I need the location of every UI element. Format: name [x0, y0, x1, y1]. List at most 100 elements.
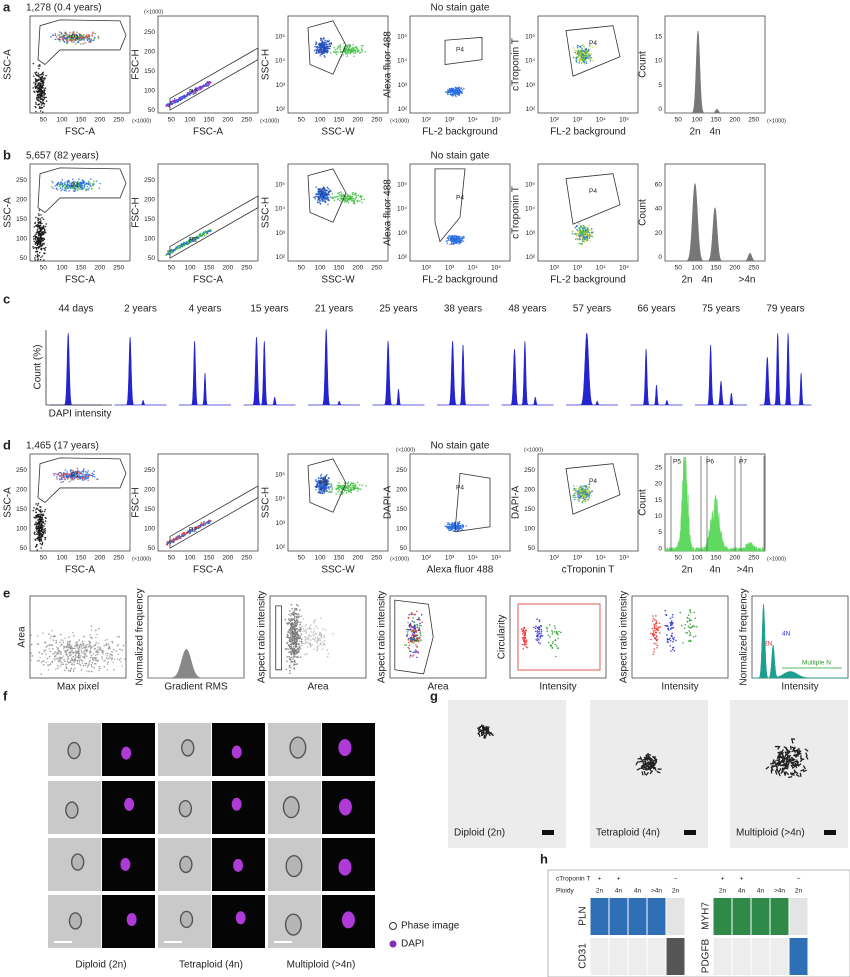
dot — [356, 490, 359, 492]
dot — [38, 218, 40, 220]
dot — [38, 533, 41, 536]
dot — [78, 663, 80, 665]
dot — [79, 34, 82, 36]
dot — [40, 80, 43, 82]
gate-label: P2 — [189, 236, 197, 243]
dot — [35, 523, 37, 525]
dot — [111, 658, 113, 661]
dot — [65, 187, 67, 190]
dot — [204, 523, 207, 526]
dot — [66, 39, 69, 41]
dot — [72, 670, 75, 673]
dot — [319, 475, 322, 477]
y-tick-label: 250 — [144, 467, 155, 474]
y-tick-label: 10³ — [398, 230, 408, 237]
dot — [39, 539, 42, 541]
plot-frame — [409, 453, 511, 552]
y-tick-label: 0 — [658, 545, 662, 552]
dot — [341, 195, 344, 197]
dot — [93, 37, 96, 40]
dot — [589, 58, 592, 61]
dot — [46, 657, 49, 660]
dot — [81, 662, 84, 665]
age-label: 4 years — [189, 304, 222, 315]
dot — [44, 532, 47, 534]
dot — [176, 247, 179, 249]
y-tick-label: 150 — [524, 506, 535, 513]
dot — [315, 42, 318, 45]
x-tick-label: 100 — [57, 265, 68, 272]
dot — [76, 189, 79, 192]
dot — [60, 653, 62, 656]
dot — [174, 101, 176, 104]
dot — [355, 52, 357, 54]
dot — [448, 87, 451, 90]
x-tick-label: 250 — [241, 265, 252, 272]
dot — [578, 242, 580, 245]
dot — [55, 36, 58, 38]
dot — [40, 238, 43, 241]
dot — [51, 629, 53, 632]
dot — [78, 476, 81, 478]
dot — [41, 226, 44, 228]
dot — [449, 243, 451, 246]
dot — [355, 196, 358, 198]
dot — [75, 643, 78, 646]
dot — [72, 631, 74, 634]
dot — [36, 237, 39, 239]
dot — [81, 660, 84, 663]
dot — [36, 643, 39, 645]
dot — [44, 77, 46, 79]
dot — [318, 49, 321, 52]
y-tick-label: 10² — [526, 254, 536, 261]
dot — [330, 491, 333, 493]
dot — [573, 498, 576, 501]
dot — [71, 647, 74, 650]
y-tick-label: 5 — [658, 82, 662, 89]
plot-frame — [287, 163, 389, 262]
dot — [591, 59, 594, 62]
dot — [194, 88, 197, 90]
x-tick-label: 250 — [748, 117, 759, 124]
dot — [583, 53, 586, 56]
dot — [581, 230, 583, 233]
dot — [185, 95, 188, 97]
dot — [36, 522, 39, 525]
x-tick-label: 100 — [315, 117, 326, 124]
dot — [446, 242, 449, 245]
dot — [38, 539, 41, 541]
dot — [37, 213, 40, 215]
dot — [35, 216, 37, 219]
dot — [313, 49, 316, 52]
dot — [43, 231, 46, 234]
y-tick-label: 200 — [396, 487, 407, 494]
dot — [322, 489, 325, 492]
dot — [67, 655, 69, 658]
dot — [453, 92, 455, 95]
dot — [359, 194, 362, 197]
dot — [585, 233, 588, 236]
dot — [343, 482, 346, 484]
dot — [55, 657, 57, 660]
dot — [345, 52, 348, 55]
dot — [583, 236, 585, 239]
dot — [112, 648, 115, 651]
dot — [207, 84, 210, 86]
dot — [323, 492, 326, 494]
dot — [44, 641, 46, 644]
dot — [71, 41, 73, 43]
dot — [322, 196, 324, 198]
dot — [40, 673, 43, 675]
dot — [324, 196, 326, 199]
dot — [60, 475, 62, 477]
dot — [89, 474, 92, 476]
dot — [209, 81, 212, 84]
dot — [83, 187, 86, 189]
dot — [40, 661, 43, 664]
dot — [447, 525, 450, 528]
dot — [36, 85, 38, 87]
dot — [207, 81, 210, 83]
plot-title: No stain gate — [431, 441, 490, 452]
dot — [578, 60, 581, 63]
dot — [349, 196, 352, 198]
